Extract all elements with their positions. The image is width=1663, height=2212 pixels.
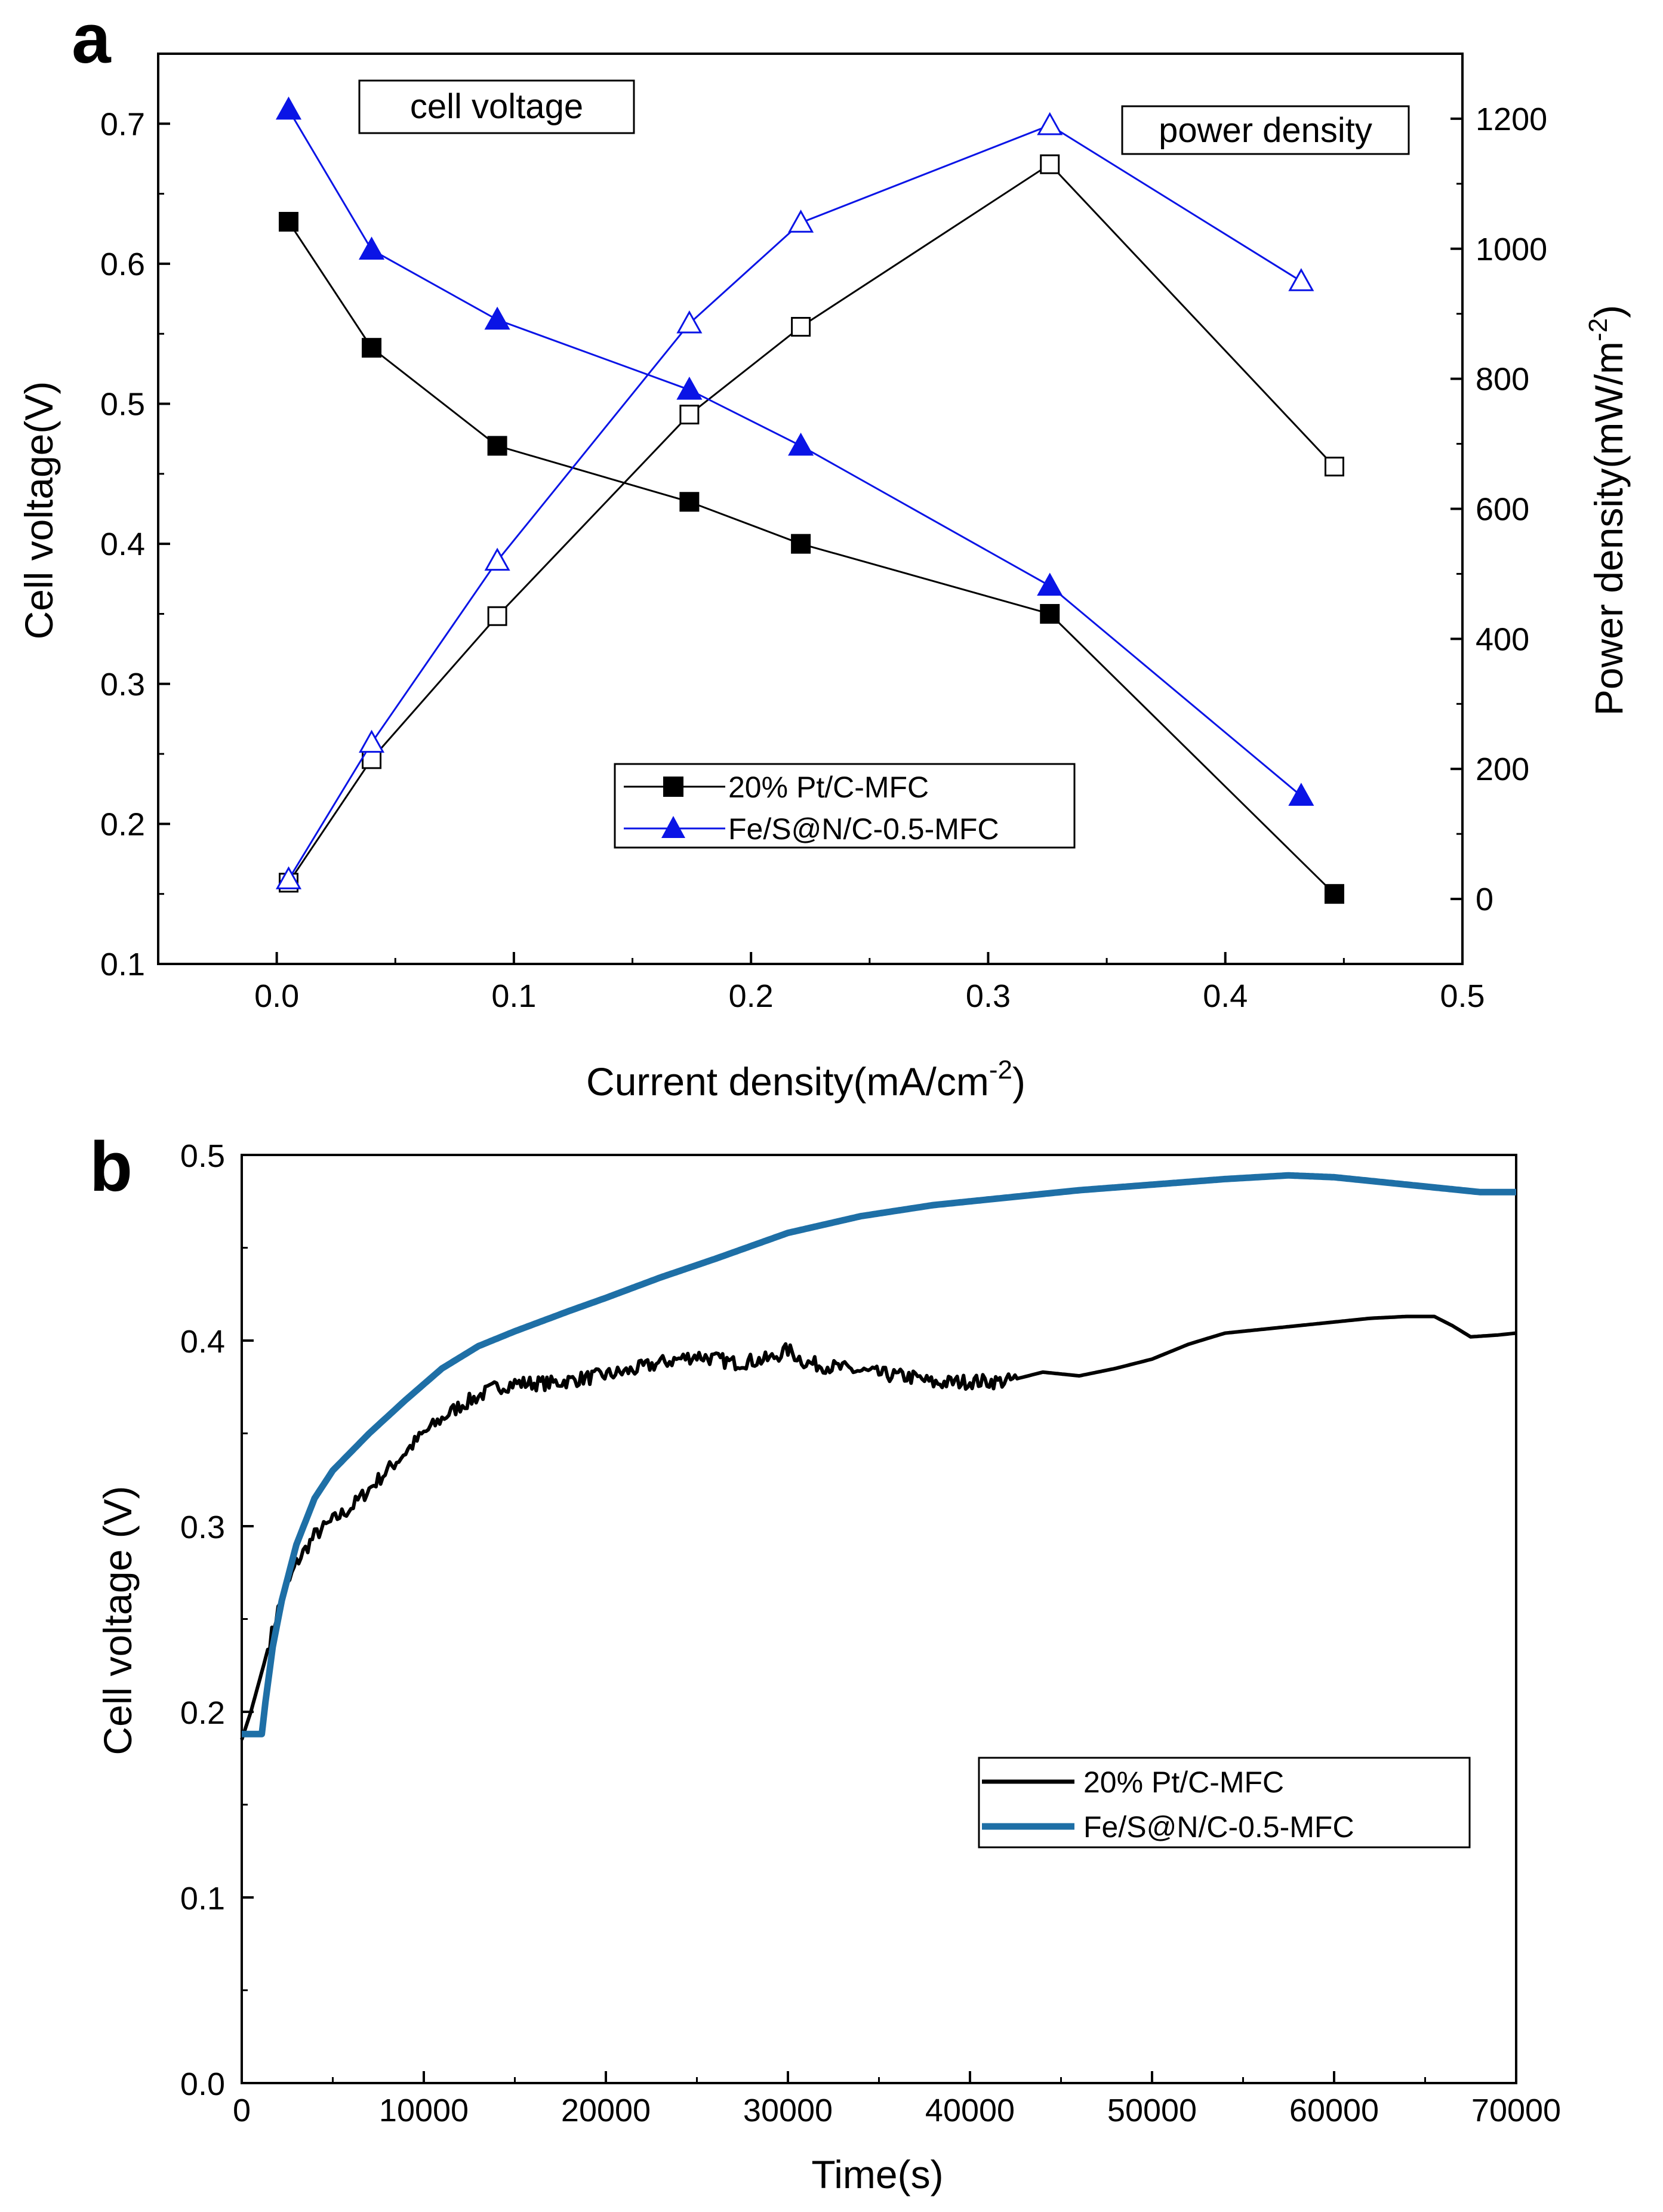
x-tick-label: 20000 [561, 2093, 651, 2128]
annotation-cell-voltage-text: cell voltage [410, 87, 583, 126]
x-tick-label: 0.3 [966, 978, 1011, 1014]
legend-label-pt: 20% Pt/C-MFC [1083, 1766, 1284, 1799]
panel-a-y2-axis-label: Power density(mW/m-2) [1584, 305, 1631, 716]
y2-tick-label: 0 [1476, 882, 1493, 917]
data-point-square [679, 405, 700, 425]
y2-tick-label: 800 [1476, 362, 1529, 398]
data-point-triangle [484, 547, 510, 571]
legend-frame [978, 1757, 1471, 1849]
x-tick-label: 0.4 [1203, 978, 1248, 1014]
y-tick-label: 0.0 [180, 2066, 225, 2102]
panel-b-y-axis-label: Cell voltage (V) [96, 1486, 140, 1755]
data-point-square [1324, 884, 1344, 904]
y-tick-label: 0.3 [180, 1509, 225, 1545]
y2-tick-label: 1000 [1476, 232, 1547, 267]
legend-marker-pt [663, 777, 683, 797]
panel-b-series [240, 1172, 1517, 1740]
y-tick-label: 0.1 [100, 947, 145, 982]
data-point-square [1040, 154, 1060, 174]
legend-frame [614, 763, 1076, 849]
data-point-square [362, 338, 382, 358]
annotation-cell-voltage: cell voltage [358, 79, 635, 134]
data-point-square [1040, 603, 1060, 624]
x-tick-label: 0 [233, 2093, 251, 2128]
data-point-triangle [788, 432, 814, 456]
data-point-triangle [1288, 268, 1314, 291]
panel-a-x-axis-label: Current density(mA/cm-2) [586, 1055, 1025, 1104]
x-tick-label: 0.5 [1440, 978, 1485, 1014]
data-point-triangle [275, 866, 302, 889]
y-tick-label: 0.7 [100, 106, 145, 142]
data-point-triangle [1037, 572, 1063, 596]
annotation-power-density-text: power density [1159, 111, 1372, 150]
panel-b-chart: b 0 10000 20000 30000 40000 50000 60000 70000 0.… [90, 1127, 1561, 2196]
x-tick-label: 0.0 [254, 978, 299, 1014]
y2-tick-label: 200 [1476, 751, 1529, 787]
x-tick-label: 10000 [379, 2093, 469, 2128]
y2-tick-label: 1200 [1476, 101, 1547, 137]
y2-tick-label: 400 [1476, 621, 1529, 657]
y2-tick-label: 600 [1476, 492, 1529, 528]
data-point-triangle [788, 210, 814, 233]
panel-a-chart: a 0.0 0.1 0.2 0.3 0.4 0.50.10.20.30.40.50.60.… [17, 0, 1631, 1104]
panel-a-y-axis-label: Cell voltage(V) [17, 381, 61, 640]
data-point-triangle [275, 96, 302, 120]
panel-a-series [275, 96, 1344, 904]
y-tick-label: 0.2 [180, 1695, 225, 1731]
y-tick-label: 0.2 [100, 806, 145, 842]
panel-a-legend: 20% Pt/C-MFC Fe/S@N/C-0.5-MFC [614, 763, 1076, 849]
panel-b-ticks: 0 10000 20000 30000 40000 50000 60000 70000 0.0 0… [180, 1138, 1561, 2128]
y-tick-label: 0.5 [100, 387, 145, 423]
data-point-square [487, 606, 507, 626]
series-line-fes [241, 1172, 1517, 1737]
data-point-triangle [676, 377, 703, 400]
data-point-square [1324, 457, 1344, 477]
x-tick-label: 0.2 [729, 978, 774, 1014]
data-point-square [791, 534, 811, 554]
panel-b-plot-frame [241, 1154, 1517, 2084]
data-point-triangle [1037, 112, 1063, 135]
y-tick-label: 0.1 [180, 1881, 225, 1917]
x-tick-label: 0.1 [491, 978, 536, 1014]
legend-label-fes: Fe/S@N/C-0.5-MFC [1083, 1810, 1354, 1844]
series-line-pt [240, 1314, 1517, 1740]
x-tick-label: 40000 [925, 2093, 1015, 2128]
y-tick-label: 0.4 [180, 1324, 225, 1360]
legend-marker-fes [661, 816, 685, 838]
data-point-triangle [484, 306, 510, 330]
x-tick-label: 50000 [1107, 2093, 1197, 2128]
data-point-square [279, 212, 298, 232]
data-point-triangle [358, 236, 385, 260]
panel-b-x-axis-label: Time(s) [811, 2152, 943, 2196]
panel-a-ticks: 0.0 0.1 0.2 0.3 0.4 0.5 0.1 0.2 0.3 0.4 0.5 0.6 0.7 0… [100, 53, 1547, 1014]
panel-b-letter: b [90, 1127, 133, 1206]
data-point-triangle [1288, 782, 1314, 806]
panel-b-legend: 20% Pt/C-MFC Fe/S@N/C-0.5-MFC [978, 1757, 1471, 1849]
y-tick-label: 0.3 [100, 667, 145, 703]
x-tick-label: 70000 [1471, 2093, 1561, 2128]
data-point-square [679, 492, 700, 512]
panel-a-letter: a [72, 0, 112, 78]
x-tick-label: 60000 [1289, 2093, 1379, 2128]
annotation-power-density: power density [1121, 105, 1410, 155]
data-point-square [791, 317, 811, 337]
y-tick-label: 0.5 [180, 1138, 225, 1174]
data-point-triangle [676, 310, 703, 334]
y-tick-label: 0.4 [100, 526, 145, 562]
y-tick-label: 0.6 [100, 247, 145, 282]
data-point-square [487, 436, 507, 456]
legend-label-pt: 20% Pt/C-MFC [728, 771, 929, 804]
legend-label-fes: Fe/S@N/C-0.5-MFC [728, 812, 999, 846]
x-tick-label: 30000 [743, 2093, 833, 2128]
data-point-triangle [358, 729, 385, 753]
